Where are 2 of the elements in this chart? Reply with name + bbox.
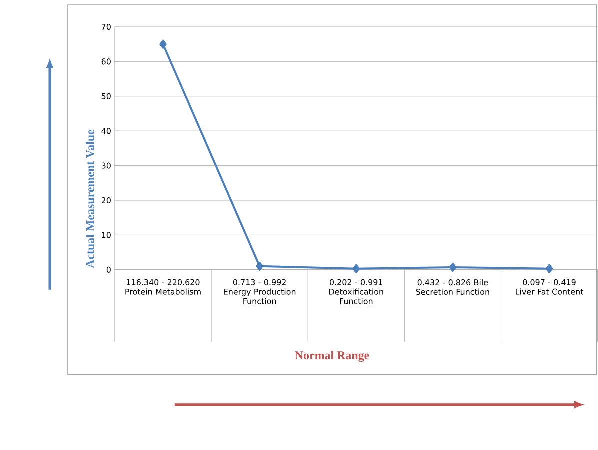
x-axis-title: Normal Range [295, 351, 370, 362]
y-axis-title: Actual Measurement Value [86, 130, 94, 268]
